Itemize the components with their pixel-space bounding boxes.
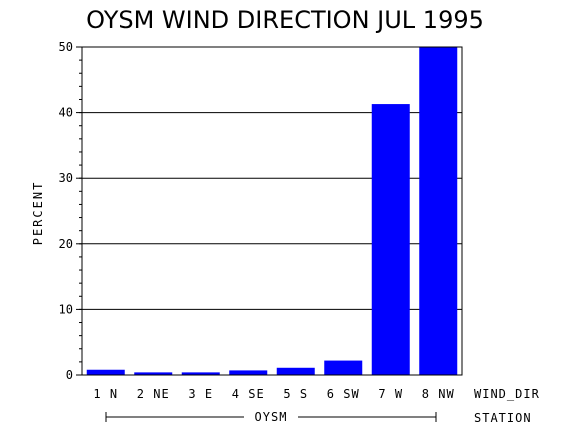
plot-frame: [81, 46, 463, 376]
y-tick-label: 30: [59, 171, 73, 185]
x-axis-label: WIND_DIR: [474, 387, 540, 401]
bar: [324, 360, 363, 375]
group-label: OYSM: [255, 410, 288, 424]
bar: [86, 369, 125, 375]
bar: [419, 47, 458, 375]
group-axis-label: STATION: [474, 411, 532, 425]
x-tick-label: 4 SE: [232, 387, 265, 401]
y-tick-label: 50: [59, 40, 73, 54]
x-tick-label: 7 W: [378, 387, 403, 401]
bar: [181, 372, 220, 375]
y-tick-label: 40: [59, 106, 73, 120]
y-tick-label: 20: [59, 237, 73, 251]
x-tick-label: 1 N: [93, 387, 118, 401]
bar: [134, 372, 173, 375]
bar: [276, 367, 315, 375]
x-tick-label: 8 NW: [422, 387, 455, 401]
x-tick-label: 5 S: [283, 387, 308, 401]
y-axis-label: PERCENT: [31, 181, 45, 246]
bar: [229, 370, 268, 375]
chart-title: OYSM WIND DIRECTION JUL 1995: [86, 6, 484, 34]
group-label-bg: [244, 410, 298, 424]
x-tick-label: 2 NE: [137, 387, 170, 401]
bar: [371, 104, 410, 375]
y-tick-label: 0: [66, 368, 73, 382]
x-tick-label: 6 SW: [327, 387, 360, 401]
y-tick-label: 10: [59, 302, 73, 316]
x-tick-label: 3 E: [188, 387, 213, 401]
